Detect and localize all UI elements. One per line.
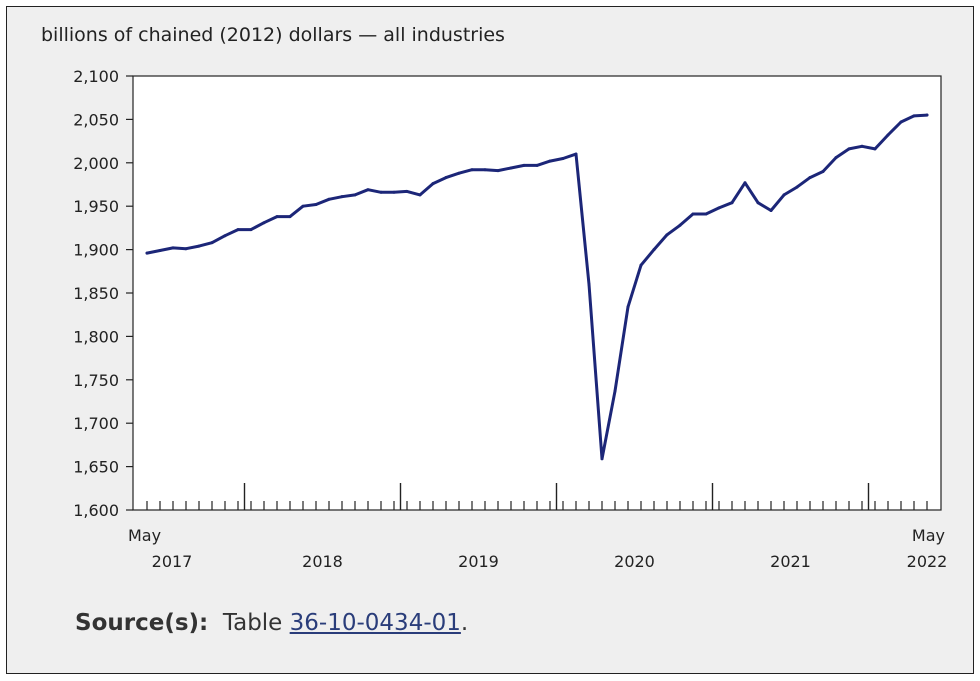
data-point [899, 120, 903, 124]
data-point [600, 457, 604, 461]
source-table-link[interactable]: 36-10-0434-01 [289, 610, 461, 636]
data-point [587, 282, 591, 286]
data-point [353, 193, 357, 197]
data-point [665, 233, 669, 237]
data-point [548, 159, 552, 163]
data-point [301, 204, 305, 208]
source-note: Source(s): Table 36-10-0434-01. [75, 610, 468, 636]
data-point [288, 215, 292, 219]
data-point [145, 251, 149, 255]
x-tick-year: 2017 [152, 552, 193, 571]
data-point [509, 166, 513, 170]
data-point [418, 193, 422, 197]
y-tick-label: 1,600 [73, 501, 119, 520]
data-point [834, 156, 838, 160]
y-tick-label: 2,100 [73, 67, 119, 86]
data-point [756, 201, 760, 205]
data-point [795, 185, 799, 189]
data-point [925, 113, 929, 117]
y-tick-label: 1,650 [73, 458, 119, 477]
chart-title: billions of chained (2012) dollars — all… [41, 24, 505, 46]
data-point [496, 169, 500, 173]
data-point [743, 181, 747, 185]
data-point [327, 197, 331, 201]
x-tick-month: May [912, 526, 945, 545]
source-label: Source(s): [75, 610, 209, 636]
data-point [704, 212, 708, 216]
data-point [379, 190, 383, 194]
data-point [678, 223, 682, 227]
data-point [210, 241, 214, 245]
source-prefix: Table [222, 610, 283, 636]
data-point [782, 193, 786, 197]
data-point [561, 156, 565, 160]
x-tick-year: 2019 [458, 552, 499, 571]
data-point [275, 215, 279, 219]
y-tick-label: 1,750 [73, 371, 119, 390]
data-point [444, 176, 448, 180]
data-point [249, 228, 253, 232]
data-point [158, 248, 162, 252]
data-point [691, 212, 695, 216]
y-tick-label: 2,050 [73, 110, 119, 129]
data-point [639, 263, 643, 267]
data-point [912, 114, 916, 118]
data-point [366, 188, 370, 192]
data-point [340, 195, 344, 199]
data-point [886, 133, 890, 137]
data-point [184, 247, 188, 251]
data-point [730, 201, 734, 205]
data-point [197, 244, 201, 248]
data-point [223, 234, 227, 238]
y-tick-label: 1,800 [73, 327, 119, 346]
data-point [821, 169, 825, 173]
data-point [171, 246, 175, 250]
y-tick-label: 1,700 [73, 414, 119, 433]
data-point [236, 228, 240, 232]
y-tick-label: 1,950 [73, 197, 119, 216]
data-point [574, 152, 578, 156]
y-tick-label: 1,850 [73, 284, 119, 303]
data-point [262, 221, 266, 225]
data-point [535, 163, 539, 167]
data-point [431, 182, 435, 186]
data-point [470, 168, 474, 172]
data-point [314, 202, 318, 206]
source-suffix: . [460, 610, 469, 636]
data-point [873, 147, 877, 151]
data-point [769, 209, 773, 213]
y-tick-label: 1,900 [73, 241, 119, 260]
data-point [405, 189, 409, 193]
plot-area [132, 75, 942, 511]
data-point [860, 144, 864, 148]
data-point [847, 147, 851, 151]
data-point [626, 305, 630, 309]
data-point [652, 248, 656, 252]
x-tick-year: 2018 [302, 552, 343, 571]
y-tick-label: 2,000 [73, 154, 119, 173]
data-point [717, 206, 721, 210]
data-point [392, 190, 396, 194]
data-point [522, 163, 526, 167]
data-point [483, 168, 487, 172]
data-point [613, 389, 617, 393]
x-tick-year: 2022 [907, 552, 948, 571]
x-tick-year: 2021 [770, 552, 811, 571]
x-tick-month: May [128, 526, 161, 545]
data-point [457, 171, 461, 175]
data-point [808, 176, 812, 180]
x-tick-year: 2020 [614, 552, 655, 571]
